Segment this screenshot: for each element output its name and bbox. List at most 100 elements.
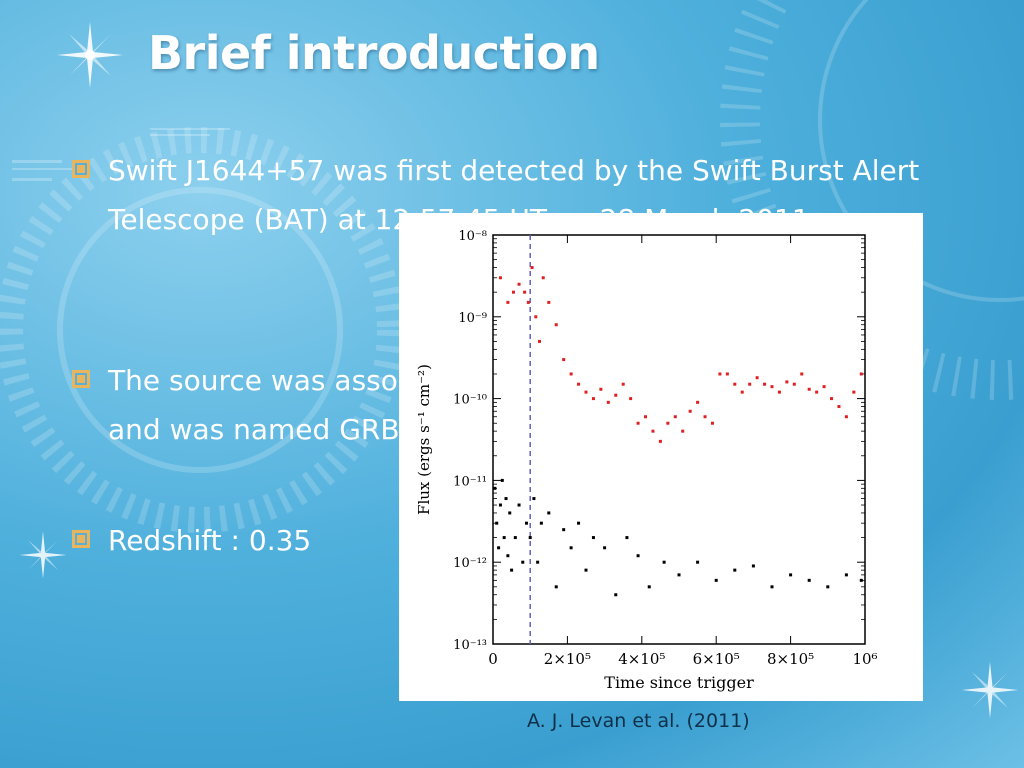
bullet-square-icon (72, 160, 90, 178)
red-data-point (562, 358, 566, 362)
red-data-point (770, 385, 774, 389)
red-data-point (830, 397, 834, 401)
black-data-point (536, 560, 540, 564)
x-tick-label: 0 (488, 650, 498, 668)
red-data-point (785, 380, 789, 384)
red-data-point (636, 421, 640, 425)
black-data-point (789, 573, 793, 577)
black-data-point (577, 521, 581, 525)
slide-title: Brief introduction (148, 26, 600, 80)
red-data-point (822, 385, 826, 389)
bullet-square-icon (72, 530, 90, 548)
bullet-text: Redshift : 0.35 (108, 524, 312, 557)
red-data-point (629, 397, 633, 401)
red-data-point (517, 282, 521, 286)
sparkle-star-icon (57, 22, 123, 88)
black-data-point (500, 478, 504, 482)
red-data-point (666, 421, 670, 425)
black-data-point (636, 554, 640, 558)
black-data-point (591, 536, 595, 540)
red-data-point (800, 372, 804, 376)
black-data-point (495, 521, 499, 525)
red-data-point (748, 382, 752, 386)
red-data-point (710, 421, 714, 425)
black-data-point (662, 560, 666, 564)
x-tick-label: 4×10⁵ (618, 650, 665, 668)
y-tick-label: 10⁻⁸ (458, 229, 487, 244)
red-data-point (506, 300, 510, 304)
red-data-point (777, 390, 781, 394)
black-data-point (498, 503, 502, 507)
black-data-point (603, 546, 607, 550)
red-data-point (837, 405, 841, 409)
red-data-point (859, 372, 863, 376)
black-data-point (539, 521, 543, 525)
red-data-point (530, 266, 534, 270)
black-data-point (844, 573, 848, 577)
black-data-point (569, 546, 573, 550)
red-data-point (703, 415, 707, 419)
red-data-point (534, 315, 538, 319)
red-data-point (740, 390, 744, 394)
black-data-point (521, 560, 525, 564)
red-data-point (852, 390, 856, 394)
red-data-point (681, 429, 685, 433)
black-data-point (524, 521, 528, 525)
black-data-point (647, 585, 651, 589)
black-data-point (497, 546, 501, 550)
red-data-point (554, 323, 558, 327)
black-data-point (826, 585, 830, 589)
y-tick-label: 10⁻¹⁰ (453, 393, 487, 408)
red-data-point (807, 387, 811, 391)
x-tick-label: 8×10⁵ (767, 650, 814, 668)
red-data-point (498, 276, 502, 280)
y-tick-label: 10⁻¹² (453, 556, 487, 571)
red-data-point (526, 300, 530, 304)
red-data-point (844, 415, 848, 419)
black-data-point (508, 511, 512, 515)
red-data-point (792, 382, 796, 386)
red-data-point (538, 339, 541, 343)
figure-caption: A. J. Levan et al. (2011) (527, 710, 750, 732)
black-data-point (733, 568, 737, 572)
black-data-point (696, 560, 700, 564)
x-axis-label: Time since trigger (604, 673, 754, 692)
black-data-point (807, 578, 811, 582)
black-data-point (562, 528, 566, 532)
x-tick-label: 6×10⁵ (693, 650, 740, 668)
light-curve-chart: 0 2×10⁵ 4×10⁵ 6×10⁵ 8×10⁵ 10⁶ 10⁻⁸ 10⁻⁹ 10⁻¹⁰ 10⁻… (415, 229, 878, 692)
black-data-point (554, 585, 558, 589)
red-data-point (569, 372, 573, 376)
red-data-point (591, 397, 595, 401)
red-data-point (523, 290, 527, 294)
black-data-point (493, 486, 497, 490)
black-data-point (517, 503, 521, 507)
black-data-point (506, 554, 510, 558)
red-data-point (621, 382, 625, 386)
red-data-point (696, 400, 700, 404)
black-data-point (513, 536, 517, 540)
red-data-point (584, 390, 588, 394)
red-data-point (614, 393, 618, 397)
black-data-point (547, 511, 551, 515)
y-tick-label: 10⁻¹¹ (453, 474, 487, 489)
black-data-point (770, 585, 774, 589)
red-data-point (688, 409, 692, 413)
y-tick-label: 10⁻⁹ (458, 311, 487, 326)
red-data-point (511, 290, 515, 294)
red-data-point (644, 415, 648, 419)
y-tick-label: 10⁻¹³ (453, 638, 487, 653)
red-data-point (755, 376, 759, 380)
plot-frame (492, 234, 866, 645)
black-data-point (528, 536, 532, 540)
black-data-point (714, 578, 718, 582)
red-data-point (718, 372, 722, 376)
black-data-point (532, 497, 536, 501)
black-data-point (502, 536, 506, 540)
black-data-point (614, 593, 618, 597)
black-data-point (625, 536, 629, 540)
red-data-point (577, 382, 581, 386)
red-data-point (599, 387, 603, 391)
red-data-point (725, 372, 729, 376)
